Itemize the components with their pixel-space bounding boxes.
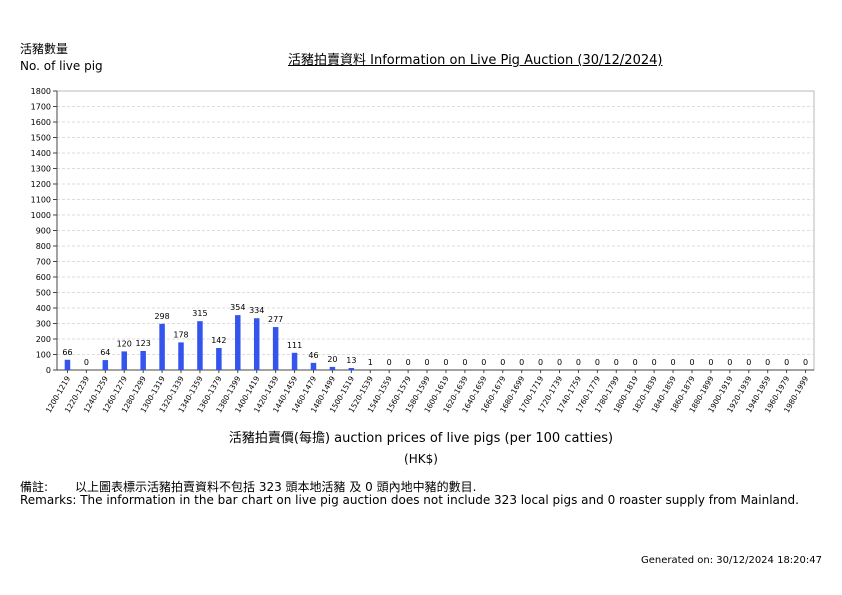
data-label: 0 — [481, 358, 486, 367]
y-tick-label: 500 — [36, 289, 51, 298]
bar — [121, 351, 127, 370]
data-label: 0 — [746, 358, 751, 367]
data-label: 120 — [117, 339, 132, 348]
bar — [159, 323, 165, 370]
y-axis-title-zh: 活豬數量 — [20, 42, 69, 56]
data-label: 111 — [287, 341, 302, 350]
data-label: 46 — [308, 351, 318, 360]
bar — [291, 352, 298, 370]
y-tick-label: 0 — [46, 366, 51, 375]
data-label: 0 — [595, 358, 600, 367]
data-label: 0 — [576, 358, 581, 367]
bar — [329, 366, 336, 370]
y-tick-label: 600 — [36, 273, 51, 282]
data-label: 0 — [803, 358, 808, 367]
remarks-en: Remarks: The information in the bar char… — [20, 493, 799, 507]
y-tick-label: 700 — [36, 258, 51, 267]
y-tick-label: 1700 — [31, 103, 51, 112]
data-label: 0 — [727, 358, 732, 367]
y-tick-label: 1200 — [31, 180, 51, 189]
chart-title: 活豬拍賣資料 Information on Live Pig Auction (… — [288, 53, 663, 68]
y-tick-label: 1500 — [31, 134, 51, 143]
generated-timestamp: Generated on: 30/12/2024 18:20:47 — [641, 555, 822, 566]
x-axis-unit: (HK$) — [404, 452, 438, 466]
bar — [216, 347, 222, 370]
y-tick-label: 200 — [36, 335, 51, 344]
data-label: 0 — [538, 358, 543, 367]
data-label: 20 — [327, 355, 337, 364]
data-label: 0 — [689, 358, 694, 367]
data-label: 178 — [173, 330, 188, 339]
data-label: 277 — [268, 315, 283, 324]
remarks-label-zh: 備註: — [20, 480, 49, 494]
data-label: 0 — [671, 358, 676, 367]
y-tick-label: 300 — [36, 320, 51, 329]
remarks-zh-row: 備註: 以上圖表標示活豬拍賣資料不包括 323 頭本地活豬 及 0 頭內地中豬的數… — [20, 478, 476, 495]
y-tick-label: 1100 — [31, 196, 51, 205]
data-label: 0 — [443, 358, 448, 367]
bar — [102, 360, 109, 370]
data-label: 0 — [765, 358, 770, 367]
remarks-text-zh: 以上圖表標示活豬拍賣資料不包括 323 頭本地活豬 及 0 頭內地中豬的數目. — [75, 480, 477, 494]
bar — [348, 367, 355, 370]
data-label: 298 — [154, 312, 169, 321]
data-label: 354 — [230, 303, 245, 312]
y-tick-label: 1600 — [31, 118, 51, 127]
data-label: 315 — [192, 309, 207, 318]
y-tick-label: 800 — [36, 242, 51, 251]
y-axis-title-en: No. of live pig — [20, 59, 103, 73]
data-label: 13 — [346, 356, 356, 365]
data-label: 0 — [708, 358, 713, 367]
data-label: 142 — [211, 336, 226, 345]
y-tick-label: 1800 — [31, 87, 51, 96]
data-label: 0 — [462, 358, 467, 367]
data-label: 0 — [784, 358, 789, 367]
data-label: 0 — [557, 358, 562, 367]
bar-chart: 0100200300400500600700800900100011001200… — [31, 87, 815, 414]
data-label: 334 — [249, 306, 264, 315]
data-label: 0 — [406, 358, 411, 367]
data-label: 0 — [614, 358, 619, 367]
y-tick-label: 100 — [36, 351, 51, 360]
y-tick-label: 1000 — [31, 211, 51, 220]
x-axis-title: 活豬拍賣價(每擔) auction prices of live pigs (p… — [228, 431, 614, 446]
data-label: 1 — [368, 358, 373, 367]
bar — [310, 362, 317, 370]
bar — [197, 321, 203, 370]
data-label: 0 — [652, 358, 657, 367]
bar — [235, 315, 241, 370]
data-label: 123 — [136, 339, 151, 348]
data-label: 66 — [62, 348, 72, 357]
data-label: 0 — [500, 358, 505, 367]
y-tick-label: 900 — [36, 227, 51, 236]
data-label: 0 — [519, 358, 524, 367]
y-tick-label: 1400 — [31, 149, 51, 158]
plot-area — [56, 90, 815, 371]
bar — [272, 327, 279, 370]
data-label: 0 — [424, 358, 429, 367]
data-label: 0 — [633, 358, 638, 367]
bar — [253, 318, 260, 370]
bar — [64, 359, 71, 370]
y-tick-label: 1300 — [31, 165, 51, 174]
data-label: 0 — [84, 358, 89, 367]
bar — [178, 342, 184, 370]
bar — [140, 350, 146, 370]
y-tick-label: 400 — [36, 304, 51, 313]
data-label: 64 — [100, 348, 110, 357]
data-label: 0 — [387, 358, 392, 367]
